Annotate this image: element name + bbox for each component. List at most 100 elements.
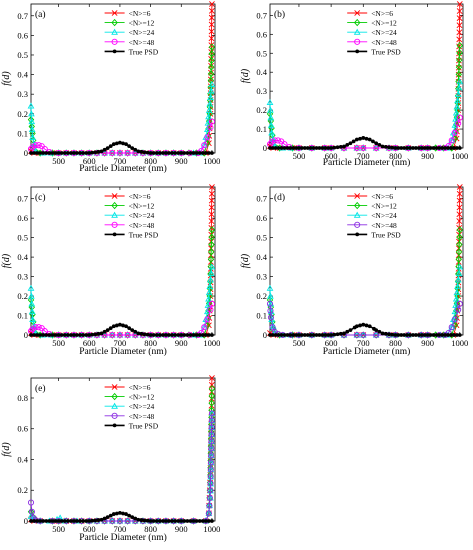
y-tick-label: 0 [24, 330, 28, 340]
data-point [425, 333, 430, 337]
data-point [456, 43, 463, 50]
data-point [130, 146, 135, 150]
data-point [173, 333, 178, 337]
data-point [124, 512, 128, 516]
x-axis-label: Particle Diameter (nm) [323, 346, 411, 357]
legend-marker [354, 221, 361, 228]
data-point [75, 151, 79, 155]
data-point [114, 323, 119, 328]
data-point [32, 333, 36, 337]
data-point [419, 333, 424, 337]
data-point [208, 80, 216, 87]
data-point [207, 466, 214, 473]
data-point [142, 150, 147, 155]
data-point [127, 513, 132, 518]
y-axis-label: f(d) [1, 71, 12, 86]
data-point [124, 517, 131, 525]
data-point [72, 151, 76, 155]
data-point [28, 118, 36, 125]
data-point [99, 149, 104, 154]
data-point [276, 146, 281, 150]
x-tick-label: 700 [357, 151, 370, 161]
legend-marker [112, 232, 117, 237]
data-point [452, 333, 456, 337]
data-point [454, 146, 459, 150]
data-point [208, 197, 215, 204]
data-point [157, 151, 162, 155]
data-point [133, 147, 138, 152]
data-point [437, 333, 442, 337]
data-point [208, 399, 215, 407]
legend-marker [354, 193, 361, 199]
data-point [455, 70, 462, 79]
data-point [194, 519, 199, 523]
y-tick-label: 0.3 [256, 272, 267, 282]
x-tick-label: 500 [293, 338, 306, 348]
data-point [124, 331, 131, 339]
data-point [267, 314, 275, 321]
x-tick-label: 1000 [203, 338, 220, 348]
data-point [108, 144, 113, 149]
data-point [452, 295, 460, 302]
data-point [81, 333, 86, 337]
data-point [393, 146, 398, 150]
data-point [428, 333, 433, 337]
data-point [188, 333, 193, 337]
data-point [448, 323, 456, 330]
data-point [387, 332, 391, 337]
data-point [78, 333, 82, 337]
data-point [116, 331, 123, 339]
data-point [208, 385, 216, 393]
data-point [299, 146, 304, 150]
data-point [456, 29, 463, 36]
legend-marker [355, 49, 360, 54]
data-point [440, 146, 445, 150]
data-point [402, 333, 407, 337]
data-point [207, 269, 215, 276]
data-point [204, 134, 211, 141]
x-tick-label: 500 [52, 338, 65, 348]
data-point [455, 255, 462, 263]
data-point [351, 139, 356, 144]
chart-panel-1: 0 0.1 0.2 0.3 0.4 0.5 0.6 0.7 500 600 700 800 900 100… [1, 1, 220, 174]
data-point [208, 263, 216, 270]
x-axis-label: Particle Diameter (nm) [79, 532, 167, 543]
data-point [431, 333, 436, 337]
data-point [377, 329, 382, 334]
data-point [38, 333, 43, 337]
data-point [167, 519, 171, 523]
data-point [93, 150, 98, 155]
data-point [299, 333, 304, 337]
data-point [105, 146, 110, 150]
data-point [373, 331, 380, 339]
data-point [208, 226, 216, 234]
data-point [208, 14, 215, 21]
data-point [118, 510, 122, 515]
data-point [50, 519, 55, 523]
data-point [68, 333, 73, 337]
x-axis-label: Particle Diameter (nm) [79, 346, 167, 357]
data-point [167, 151, 171, 155]
data-point [191, 519, 196, 523]
legend-label: <N>=12 [371, 202, 397, 211]
data-point [109, 331, 116, 339]
data-point [448, 137, 455, 144]
data-point [32, 151, 36, 155]
data-point [35, 151, 40, 155]
data-point [456, 211, 463, 218]
data-point [456, 22, 463, 29]
series-truepsd [29, 510, 214, 523]
data-point [285, 146, 290, 150]
series-line [269, 303, 461, 336]
data-point [206, 502, 213, 509]
y-tick-label: 0.6 [17, 213, 28, 223]
y-tick-label: 0.3 [17, 272, 28, 282]
data-point [208, 118, 215, 125]
data-point [208, 21, 215, 28]
data-point [32, 142, 39, 149]
legend-marker [111, 10, 118, 16]
data-point [102, 329, 107, 334]
data-point [405, 333, 410, 337]
data-point [348, 141, 353, 146]
